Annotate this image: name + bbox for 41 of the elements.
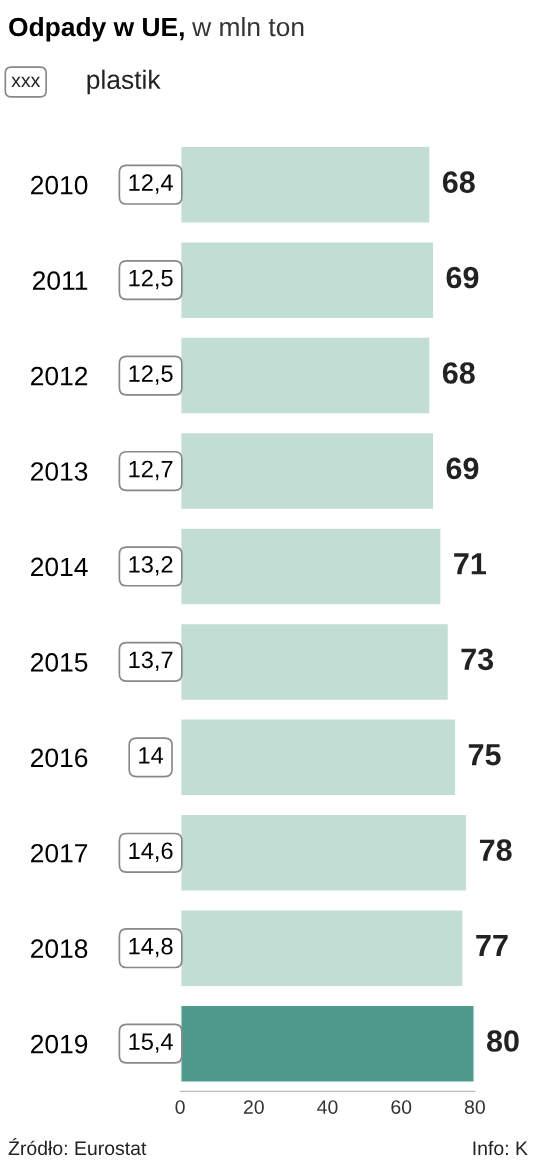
y-tick-label: 2012 bbox=[31, 366, 88, 386]
text: 12,5 bbox=[129, 269, 173, 290]
y-tick-label: 2013 bbox=[31, 462, 88, 481]
text: 13,2 bbox=[129, 556, 173, 576]
x-tick-label: 0 bbox=[175, 1100, 185, 1114]
x-tick-label: 20 bbox=[243, 1100, 264, 1114]
data-label: 69 bbox=[446, 266, 479, 289]
x-tick-label: 60 bbox=[391, 1100, 412, 1114]
x-tick-label: 80 bbox=[464, 1100, 485, 1114]
x-tick-label: 40 bbox=[317, 1100, 338, 1114]
text: Info: K bbox=[473, 1140, 528, 1156]
chart-subtitle: w mln ton bbox=[192, 16, 304, 37]
y-tick-label: 2014 bbox=[31, 557, 88, 577]
y-tick-label: 2016 bbox=[31, 748, 88, 768]
y-tick-label: 2015 bbox=[31, 653, 88, 672]
y-tick-label: 2017 bbox=[31, 843, 88, 863]
text: 13,7 bbox=[129, 651, 173, 672]
text: Źródło: Eurostat bbox=[8, 1138, 147, 1156]
text: 12,5 bbox=[129, 365, 173, 385]
text: xxx bbox=[11, 76, 41, 87]
text: plastik bbox=[87, 69, 161, 95]
y-tick-label: 2011 bbox=[33, 271, 88, 290]
text: 12,4 bbox=[129, 174, 173, 194]
y-tick-label: 2019 bbox=[31, 1034, 88, 1054]
data-label: 71 bbox=[454, 553, 486, 575]
data-label: 75 bbox=[468, 744, 501, 766]
y-tick-label: 2010 bbox=[31, 175, 88, 195]
text: 15,4 bbox=[129, 1033, 173, 1053]
data-label: 68 bbox=[442, 362, 475, 384]
text: 14,8 bbox=[129, 937, 173, 958]
data-label: 77 bbox=[476, 935, 508, 957]
text: 14 bbox=[139, 747, 164, 764]
chart-title: Odpady w UE, bbox=[9, 16, 184, 42]
data-label: 78 bbox=[479, 839, 512, 861]
data-label: 73 bbox=[461, 648, 494, 671]
y-tick-label: 2018 bbox=[31, 939, 88, 959]
data-label: 80 bbox=[486, 1030, 519, 1052]
data-label: 69 bbox=[446, 457, 479, 480]
text: 12,7 bbox=[129, 460, 173, 481]
text: 14,6 bbox=[129, 842, 173, 862]
data-label: 68 bbox=[442, 171, 475, 193]
